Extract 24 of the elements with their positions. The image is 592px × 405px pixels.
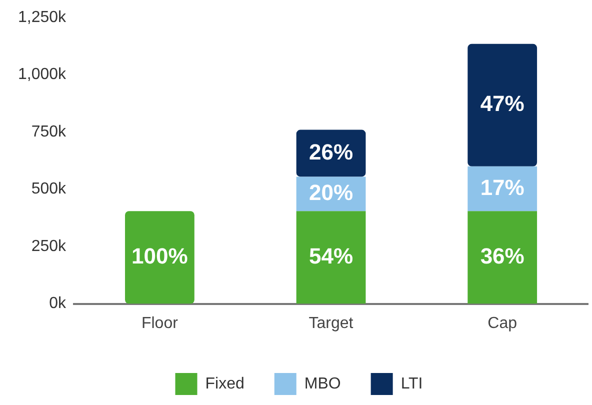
y-tick-label: 250k bbox=[31, 238, 68, 255]
annotation: 47% bbox=[480, 91, 524, 116]
legend-label: Fixed bbox=[205, 375, 244, 392]
bar bbox=[468, 166, 538, 212]
legend-label: LTI bbox=[400, 375, 423, 392]
annotation: 20% bbox=[308, 180, 354, 205]
annotation: 100% bbox=[132, 244, 188, 268]
annotation: 26% bbox=[308, 139, 354, 164]
bar bbox=[468, 211, 538, 304]
x-tick-label: Floor bbox=[141, 314, 179, 332]
x-tick-label: Target bbox=[308, 314, 354, 332]
annotation: 54% bbox=[308, 244, 354, 268]
annotation: 36% bbox=[480, 244, 524, 268]
y-tick-label: 1,000k bbox=[18, 66, 68, 84]
legend-label: MBO bbox=[304, 375, 341, 392]
bar bbox=[468, 44, 538, 166]
bar bbox=[125, 211, 194, 304]
x-tick-label: Cap bbox=[488, 314, 518, 332]
bar bbox=[296, 211, 366, 304]
y-tick-label: 750k bbox=[31, 123, 68, 140]
y-tick-label: 0k bbox=[49, 295, 68, 312]
annotation: 17% bbox=[480, 174, 524, 200]
y-tick-label: 1,250k bbox=[18, 9, 68, 26]
y-tick-label: 500k bbox=[31, 180, 68, 198]
